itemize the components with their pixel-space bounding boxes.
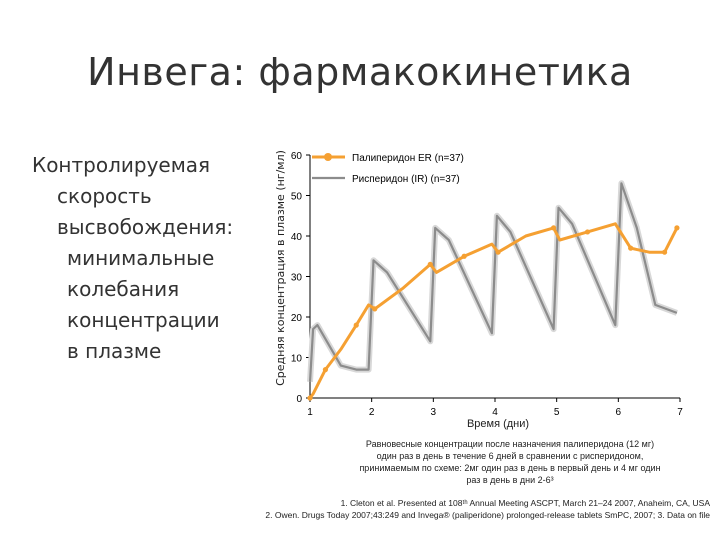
bullet-line: Контролируемая [32, 153, 211, 177]
x-ticks: 1 2 3 4 5 6 7 [307, 398, 683, 418]
y-tick-label: 40 [291, 232, 303, 243]
chart-caption: Равновесные концентрации после назначени… [300, 438, 720, 486]
paliperidone-point [661, 249, 668, 255]
caption-line: Равновесные концентрации после назначени… [365, 439, 655, 449]
bullet-line: колебания [67, 277, 180, 301]
caption-line: принимаемым по схеме: 2мг один раз в ден… [359, 463, 661, 473]
series-paliperidone-line [308, 222, 679, 399]
bullet-text: Контролируемая скорость высвобождения: м… [32, 150, 262, 367]
x-tick-label: 2 [369, 407, 375, 418]
series-risperidone-line [308, 182, 678, 382]
paliperidone-point [628, 245, 634, 251]
x-axis-label: Время (дни) [467, 418, 529, 430]
x-tick-label: 4 [492, 407, 498, 418]
legend: Палиперидон ER (n=37) Рисперидон (IR) (n… [312, 153, 464, 185]
reference-line: 1. Cleton et al. Presented at 108ᵗʰ Annu… [340, 498, 710, 508]
x-tick-label: 5 [554, 407, 560, 418]
paliperidone-point [307, 395, 313, 401]
paliperidone-point [353, 322, 359, 328]
caption-line: один раз в день в течение 6 дней в сравн… [376, 451, 644, 461]
series-layer [307, 180, 680, 401]
y-ticks: 0 10 20 30 40 50 60 [291, 151, 310, 405]
y-tick-label: 0 [296, 394, 302, 405]
y-tick-label: 60 [291, 151, 303, 162]
slide-title: Инвега: фармакокинетика [87, 50, 633, 94]
paliperidone-point [322, 367, 329, 373]
bullet-line: концентрации [67, 308, 220, 332]
y-tick-label: 50 [291, 192, 303, 203]
bullet-line: скорость [57, 184, 152, 208]
reference-line: 2. Owen. Drugs Today 2007;43:249 and Inv… [265, 510, 710, 520]
bullet-line: минимальные [67, 246, 215, 270]
y-tick-label: 30 [291, 273, 303, 284]
caption-line: раз в день в дни 2-6³ [466, 475, 554, 485]
y-tick-label: 10 [291, 354, 303, 365]
x-tick-label: 6 [616, 407, 622, 418]
paliperidone-point [372, 306, 378, 312]
paliperidone-point [550, 225, 557, 231]
x-tick-label: 1 [307, 407, 313, 418]
y-tick-label: 20 [291, 313, 303, 324]
y-axis-label: Средняя концентрация в плазме (нг/мл) [274, 150, 287, 386]
x-tick-label: 3 [431, 407, 437, 418]
paliperidone-point [427, 261, 433, 267]
legend-label-risperidone: Рисперидон (IR) (n=37) [352, 174, 460, 185]
bullet-line: в плазме [67, 339, 162, 363]
legend-marker-paliperidone [324, 153, 332, 161]
paliperidone-point [495, 249, 501, 255]
x-tick-label: 7 [677, 407, 683, 418]
paliperidone-point [461, 253, 467, 259]
paliperidone-point [584, 229, 591, 235]
references: 1. Cleton et al. Presented at 108ᵗʰ Annu… [150, 497, 720, 521]
bullet-line: высвобождения: [57, 215, 234, 239]
paliperidone-point [674, 225, 680, 231]
legend-label-paliperidone: Палиперидон ER (n=37) [352, 153, 464, 164]
